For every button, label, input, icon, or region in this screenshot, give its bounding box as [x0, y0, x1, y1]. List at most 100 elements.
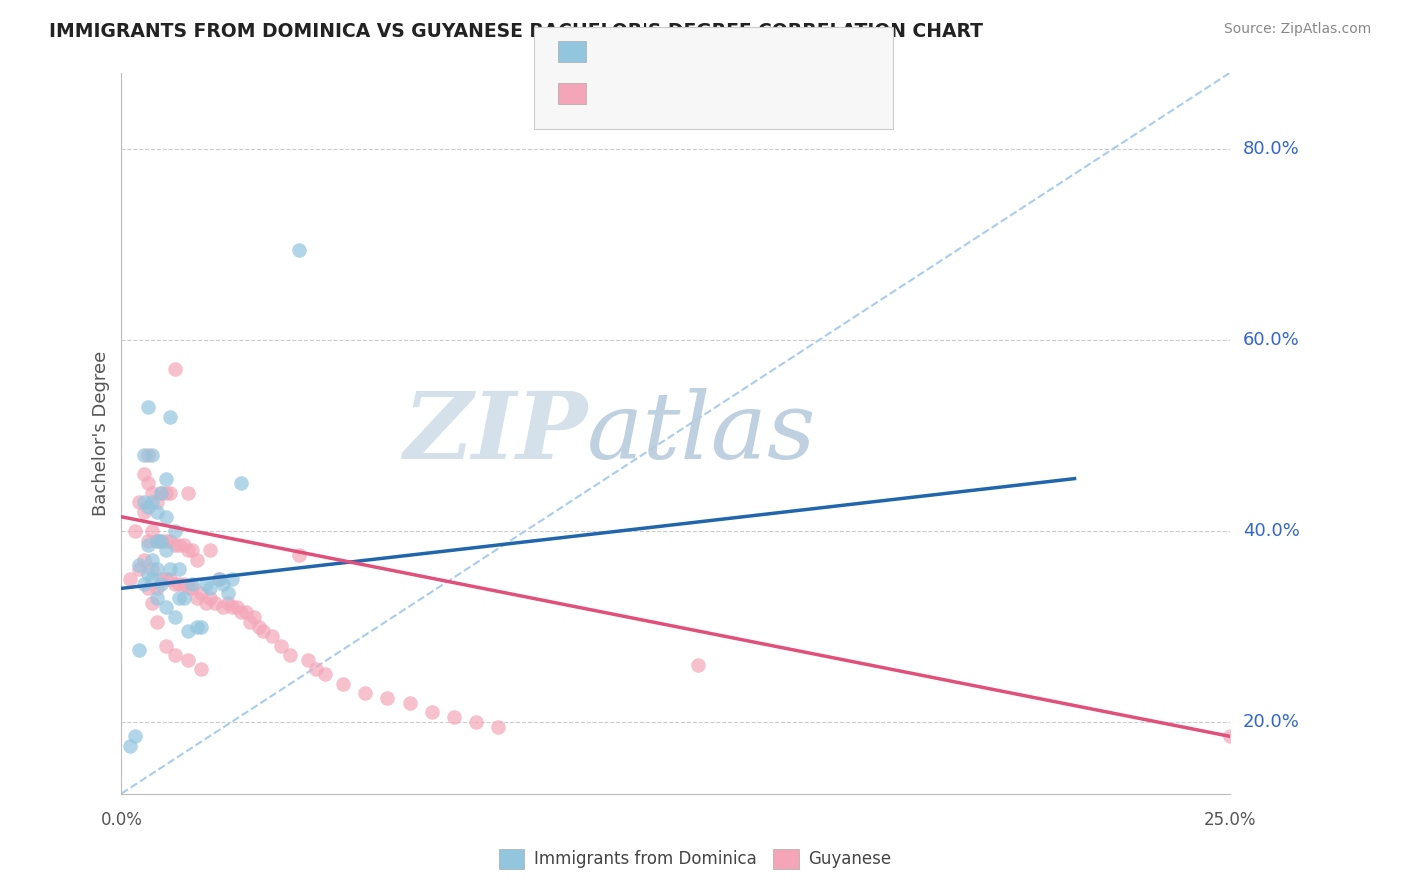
- Point: [155, 533, 177, 548]
- Point: [155, 472, 177, 486]
- Point: [159, 409, 181, 424]
- Point: [136, 582, 159, 596]
- Text: IMMIGRANTS FROM DOMINICA VS GUYANESE BACHELOR'S DEGREE CORRELATION CHART: IMMIGRANTS FROM DOMINICA VS GUYANESE BAC…: [49, 22, 983, 41]
- Point: [221, 600, 243, 615]
- Point: [465, 714, 488, 729]
- Point: [136, 538, 159, 552]
- Point: [141, 553, 163, 567]
- Text: ZIP: ZIP: [402, 388, 586, 478]
- Text: Guyanese: Guyanese: [808, 850, 891, 868]
- Point: [141, 486, 163, 500]
- Point: [177, 543, 200, 558]
- Point: [146, 591, 169, 605]
- Point: [132, 467, 155, 481]
- Point: [146, 562, 169, 576]
- Text: 40.0%: 40.0%: [1243, 522, 1299, 540]
- Point: [198, 591, 221, 605]
- Point: [486, 720, 509, 734]
- Point: [181, 543, 204, 558]
- Point: [150, 486, 173, 500]
- Text: R =  0.246: R = 0.246: [598, 42, 706, 60]
- Point: [167, 538, 190, 552]
- Point: [141, 572, 163, 586]
- Point: [141, 495, 163, 509]
- Point: [212, 576, 235, 591]
- Point: [159, 486, 181, 500]
- Point: [167, 576, 190, 591]
- Point: [146, 533, 169, 548]
- Point: [190, 619, 212, 633]
- Point: [186, 591, 208, 605]
- Point: [278, 648, 301, 663]
- Point: [186, 553, 208, 567]
- Point: [163, 648, 186, 663]
- Text: N = 79: N = 79: [738, 84, 803, 102]
- Point: [136, 567, 159, 582]
- Point: [194, 596, 217, 610]
- Point: [146, 505, 169, 519]
- Point: [190, 663, 212, 677]
- Point: [141, 596, 163, 610]
- Point: [297, 653, 319, 667]
- Text: 0.0%: 0.0%: [100, 811, 142, 829]
- Point: [221, 572, 243, 586]
- Point: [332, 677, 354, 691]
- Point: [686, 657, 709, 672]
- Point: [173, 538, 195, 552]
- Point: [155, 486, 177, 500]
- Point: [186, 619, 208, 633]
- Point: [146, 533, 169, 548]
- Point: [262, 629, 284, 643]
- Point: [128, 643, 150, 657]
- Point: [1219, 729, 1241, 743]
- Point: [177, 624, 200, 639]
- Point: [181, 582, 204, 596]
- Point: [146, 582, 169, 596]
- Point: [132, 448, 155, 462]
- Point: [217, 596, 239, 610]
- Text: atlas: atlas: [586, 388, 817, 478]
- Point: [173, 591, 195, 605]
- Point: [173, 576, 195, 591]
- Point: [155, 572, 177, 586]
- Point: [155, 600, 177, 615]
- Point: [190, 586, 212, 600]
- Point: [159, 572, 181, 586]
- Point: [128, 558, 150, 572]
- Point: [155, 543, 177, 558]
- Point: [150, 576, 173, 591]
- Point: [155, 639, 177, 653]
- Text: 80.0%: 80.0%: [1243, 140, 1299, 159]
- Point: [136, 500, 159, 515]
- Text: 60.0%: 60.0%: [1243, 331, 1299, 349]
- Point: [136, 448, 159, 462]
- Point: [270, 639, 292, 653]
- Point: [225, 600, 247, 615]
- Point: [141, 524, 163, 538]
- Point: [208, 572, 231, 586]
- Point: [229, 605, 252, 619]
- Point: [146, 495, 169, 509]
- Point: [235, 605, 257, 619]
- Point: [128, 562, 150, 576]
- Point: [132, 553, 155, 567]
- Point: [150, 533, 173, 548]
- Point: [204, 596, 226, 610]
- Point: [141, 562, 163, 576]
- Point: [305, 663, 328, 677]
- Point: [217, 586, 239, 600]
- Point: [155, 509, 177, 524]
- Text: 20.0%: 20.0%: [1243, 713, 1299, 731]
- Text: Immigrants from Dominica: Immigrants from Dominica: [534, 850, 756, 868]
- Text: 25.0%: 25.0%: [1204, 811, 1256, 829]
- Point: [124, 524, 146, 538]
- Point: [132, 505, 155, 519]
- Point: [163, 362, 186, 376]
- Point: [398, 696, 420, 710]
- Point: [194, 576, 217, 591]
- Point: [229, 476, 252, 491]
- Point: [150, 533, 173, 548]
- Point: [128, 495, 150, 509]
- Point: [124, 729, 146, 743]
- Point: [150, 572, 173, 586]
